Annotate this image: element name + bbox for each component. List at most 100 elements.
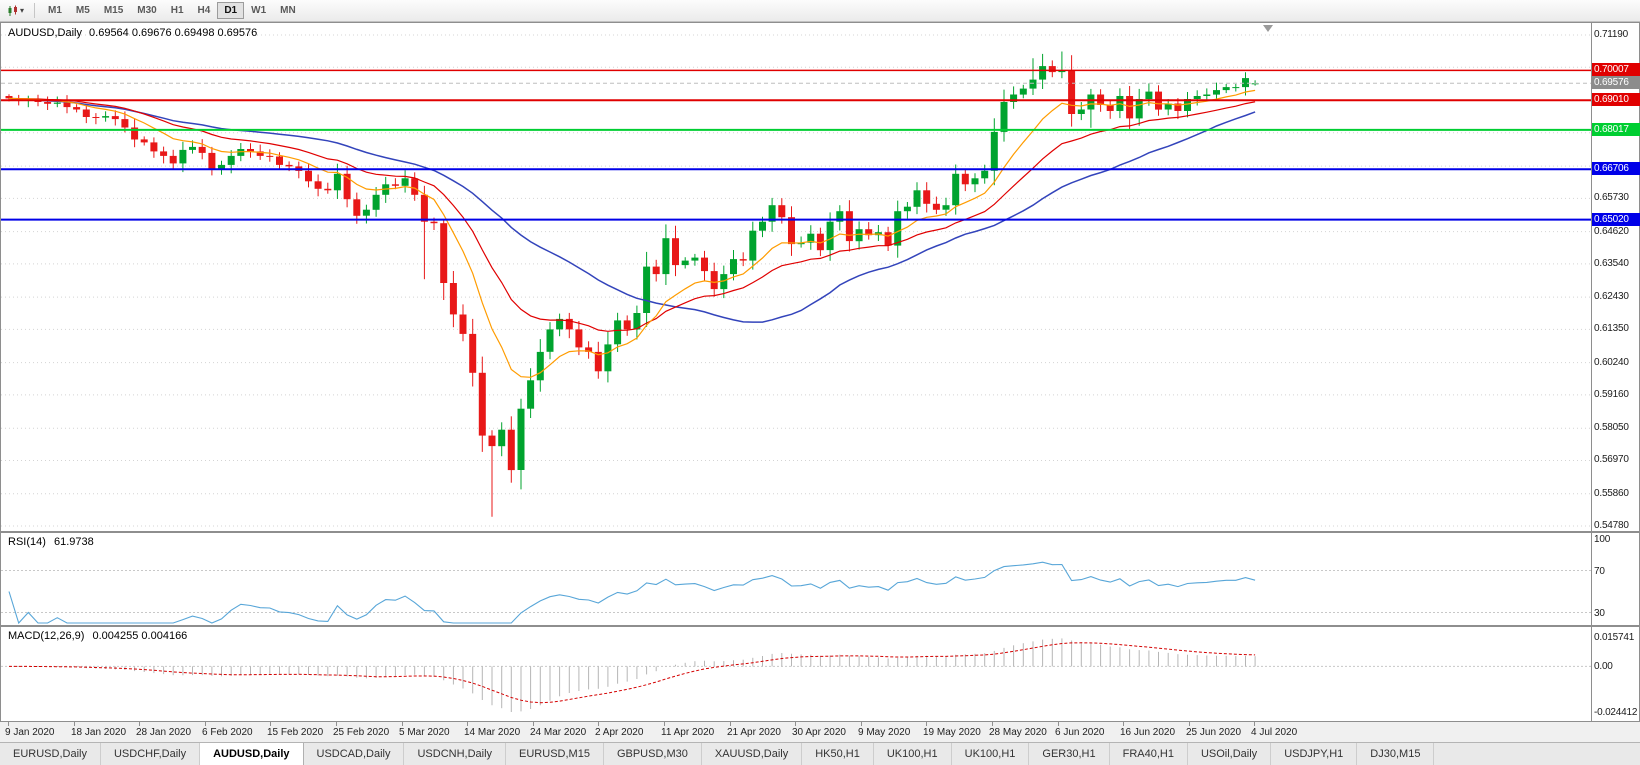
tab-usdjpy-h1[interactable]: USDJPY,H1 <box>1271 743 1358 765</box>
macd-values: 0.004255 0.004166 <box>92 630 188 642</box>
price-label-0.66706: 0.66706 <box>1592 162 1640 175</box>
macd-scale[interactable]: 0.015741 0.00 -0.024412 <box>1591 627 1639 721</box>
time-tick <box>336 722 337 726</box>
date-label: 9 Jan 2020 <box>5 727 55 738</box>
grid-layer <box>1 34 1591 527</box>
time-axis[interactable]: 9 Jan 2020 18 Jan 2020 28 Jan 2020 6 Feb 20… <box>0 722 1640 742</box>
macd-scale-label: 0.015741 <box>1594 632 1635 643</box>
time-tick <box>598 722 599 726</box>
tab-hk50-h1[interactable]: HK50,H1 <box>802 743 874 765</box>
time-tick <box>205 722 206 726</box>
tab-eurusd-m15[interactable]: EURUSD,M15 <box>506 743 604 765</box>
price-scale-label: 0.63540 <box>1594 258 1629 269</box>
tab-usdchf-daily[interactable]: USDCHF,Daily <box>100 743 201 765</box>
timeframe-buttons: M1 M5 M15 M30 H1 H4 D1 W1 MN <box>41 2 303 19</box>
timeframe-w1[interactable]: W1 <box>244 2 273 19</box>
date-label: 21 Apr 2020 <box>727 727 781 738</box>
rsi-title: RSI(14) 61.9738 <box>8 536 99 548</box>
tab-ger30-h1[interactable]: GER30,H1 <box>1029 743 1110 765</box>
macd-histogram <box>18 638 1256 712</box>
price-label-0.70007: 0.70007 <box>1592 63 1640 76</box>
macd-title: MACD(12,26,9) 0.004255 0.004166 <box>8 630 192 642</box>
ma-slow-line <box>8 97 1256 323</box>
rsi-canvas[interactable] <box>1 533 1591 625</box>
timeframe-m15[interactable]: M15 <box>97 2 130 19</box>
time-tick <box>861 722 862 726</box>
candles-layer <box>5 51 1259 517</box>
time-tick <box>795 722 796 726</box>
time-tick <box>402 722 403 726</box>
ma-fast-line <box>8 89 1256 378</box>
chart-type-button[interactable]: ▾ <box>3 3 28 19</box>
date-label: 4 Jul 2020 <box>1251 727 1298 738</box>
macd-scale-label: -0.024412 <box>1594 707 1638 718</box>
tab-usdcad-daily[interactable]: USDCAD,Daily <box>303 743 405 765</box>
time-tick <box>8 722 9 726</box>
price-scale-label: 0.71190 <box>1594 29 1629 40</box>
tab-xauusd-daily[interactable]: XAUUSD,Daily <box>701 743 803 765</box>
tab-usoil-daily[interactable]: USOil,Daily <box>1187 743 1272 765</box>
macd-name: MACD(12,26,9) <box>8 630 85 642</box>
rsi-scale[interactable]: 100 70 30 <box>1591 533 1639 625</box>
timeframe-h1[interactable]: H1 <box>164 2 191 19</box>
price-scale-label: 0.54780 <box>1594 520 1629 531</box>
date-label: 6 Jun 2020 <box>1055 727 1105 738</box>
date-label: 28 Jan 2020 <box>136 727 192 738</box>
tab-usdcnh-daily[interactable]: USDCNH,Daily <box>404 743 507 765</box>
time-tick <box>926 722 927 726</box>
rsi-panel: RSI(14) 61.9738 100 70 30 <box>0 532 1640 626</box>
time-tick <box>533 722 534 726</box>
date-label: 16 Jun 2020 <box>1120 727 1176 738</box>
price-chart-panel: AUDUSD,Daily 0.69564 0.69676 0.69498 0.6… <box>0 22 1640 532</box>
dropdown-caret-icon: ▾ <box>20 6 25 15</box>
date-label: 14 Mar 2020 <box>464 727 521 738</box>
macd-canvas[interactable] <box>1 627 1591 721</box>
timeframe-m30[interactable]: M30 <box>130 2 163 19</box>
tab-uk100-h1[interactable]: UK100,H1 <box>951 743 1030 765</box>
price-label-0.65020: 0.65020 <box>1592 213 1640 226</box>
price-scale-label: 0.62430 <box>1594 291 1629 302</box>
timeframe-m5[interactable]: M5 <box>69 2 97 19</box>
date-label: 2 Apr 2020 <box>595 727 644 738</box>
date-label: 25 Feb 2020 <box>333 727 390 738</box>
time-tick <box>139 722 140 726</box>
price-scale-label: 0.58050 <box>1594 422 1629 433</box>
timeframe-d1[interactable]: D1 <box>217 2 245 19</box>
date-label: 24 Mar 2020 <box>530 727 587 738</box>
timeframe-m1[interactable]: M1 <box>41 2 69 19</box>
date-label: 30 Apr 2020 <box>792 727 846 738</box>
date-label: 11 Apr 2020 <box>661 727 715 738</box>
price-scale-label: 0.61350 <box>1594 323 1629 334</box>
price-scale[interactable]: 0.71190 0.65730 0.64620 0.63540 0.62430 0.613… <box>1591 23 1640 531</box>
time-tick <box>1254 722 1255 726</box>
date-label: 5 Mar 2020 <box>399 727 450 738</box>
price-chart-canvas[interactable] <box>1 23 1591 531</box>
tab-fra40-h1[interactable]: FRA40,H1 <box>1109 743 1188 765</box>
tab-audusd-daily[interactable]: AUDUSD,Daily <box>200 743 304 765</box>
date-label: 18 Jan 2020 <box>71 727 127 738</box>
timeframe-mn[interactable]: MN <box>273 2 303 19</box>
time-tick <box>270 722 271 726</box>
rsi-value: 61.9738 <box>53 536 94 548</box>
tab-eurusd-daily[interactable]: EURUSD,Daily <box>0 743 101 765</box>
ma-mid-line <box>8 97 1256 332</box>
time-tick <box>730 722 731 726</box>
time-tick <box>1189 722 1190 726</box>
candlestick-chart-icon <box>8 5 17 16</box>
tab-gbpusd-m30[interactable]: GBPUSD,M30 <box>603 743 702 765</box>
tab-uk100-h1[interactable]: UK100,H1 <box>873 743 952 765</box>
time-tick <box>467 722 468 726</box>
time-tick <box>664 722 665 726</box>
chart-shift-marker[interactable] <box>1263 25 1273 32</box>
date-label: 25 Jun 2020 <box>1186 727 1242 738</box>
rsi-line <box>8 561 1256 625</box>
date-label: 28 May 2020 <box>989 727 1047 738</box>
rsi-scale-label: 100 <box>1594 534 1611 545</box>
current-price-label: 0.69576 <box>1592 76 1640 89</box>
chart-tabs: EURUSD,Daily USDCHF,Daily AUDUSD,Daily USDC… <box>0 742 1640 765</box>
timeframe-h4[interactable]: H4 <box>191 2 218 19</box>
price-scale-label: 0.55860 <box>1594 488 1629 499</box>
tab-dj30-m15[interactable]: DJ30,M15 <box>1357 743 1435 765</box>
price-scale-label: 0.65730 <box>1594 192 1629 203</box>
chart-ohlc-title: AUDUSD,Daily 0.69564 0.69676 0.69498 0.6… <box>8 27 261 39</box>
